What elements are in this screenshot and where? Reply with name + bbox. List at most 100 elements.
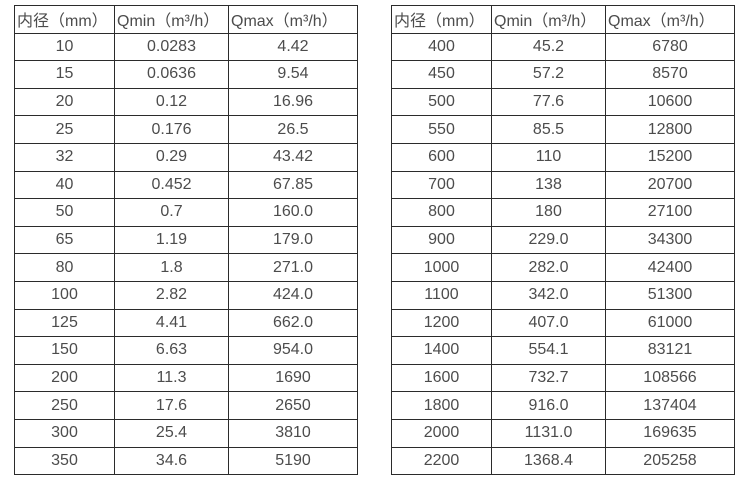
table-cell: 1.8: [114, 253, 229, 282]
table-row: 250 17.6 2650: [14, 391, 358, 420]
table-row: 1000 282.0 42400: [391, 253, 735, 282]
table-cell: 0.452: [114, 170, 229, 200]
table-row: 450 57.2 8570: [391, 60, 735, 89]
table-row: 1400 554.1 83121: [391, 336, 735, 365]
table-row: 1600 732.7 108566: [391, 363, 735, 393]
table-cell: 954.0: [228, 336, 358, 365]
table-cell: 83121: [605, 336, 735, 365]
table-cell: 15: [14, 60, 115, 89]
table-cell: 424.0: [228, 280, 358, 310]
table-cell: 350: [14, 446, 115, 476]
table-cell: 26.5: [228, 115, 358, 144]
table-cell: 1368.4: [491, 446, 606, 476]
table-cell: 150: [14, 336, 115, 365]
table-cell: 32: [14, 142, 115, 172]
table-cell: 6.63: [114, 336, 229, 365]
table-cell: 50: [14, 198, 115, 227]
table-cell: 138: [491, 170, 606, 200]
table-row: 32 0.29 43.42: [14, 142, 358, 172]
header-cell: Qmax（m³/h）: [605, 5, 735, 34]
table-cell: 169635: [605, 418, 735, 448]
table-cell: 550: [391, 115, 492, 144]
table-cell: 67.85: [228, 170, 358, 200]
table-cell: 10600: [605, 87, 735, 117]
table-cell: 1600: [391, 363, 492, 393]
table-cell: 137404: [605, 391, 735, 420]
table-row: 2000 1131.0 169635: [391, 418, 735, 448]
table-cell: 15200: [605, 142, 735, 172]
table-cell: 10: [14, 32, 115, 62]
table-row: 25 0.176 26.5: [14, 115, 358, 144]
table-cell: 2650: [228, 391, 358, 420]
table-cell: 205258: [605, 446, 735, 476]
table-cell: 271.0: [228, 253, 358, 282]
table-row: 900 229.0 34300: [391, 225, 735, 255]
table-row: 50 0.7 160.0: [14, 198, 358, 227]
table-cell: 900: [391, 225, 492, 255]
table-cell: 916.0: [491, 391, 606, 420]
table-cell: 662.0: [228, 308, 358, 338]
table-row: 550 85.5 12800: [391, 115, 735, 144]
table-cell: 110: [491, 142, 606, 172]
table-row: 80 1.8 271.0: [14, 253, 358, 282]
table-cell: 732.7: [491, 363, 606, 393]
table-cell: 0.29: [114, 142, 229, 172]
table-cell: 407.0: [491, 308, 606, 338]
table-cell: 57.2: [491, 60, 606, 89]
table-cell: 34.6: [114, 446, 229, 476]
table-row: 500 77.6 10600: [391, 87, 735, 117]
table-row: 1200 407.0 61000: [391, 308, 735, 338]
table-cell: 4.41: [114, 308, 229, 338]
table-row: 400 45.2 6780: [391, 32, 735, 62]
table-row: 150 6.63 954.0: [14, 336, 358, 365]
table-cell: 1400: [391, 336, 492, 365]
table-cell: 34300: [605, 225, 735, 255]
table-cell: 1100: [391, 280, 492, 310]
table-cell: 2000: [391, 418, 492, 448]
table-row: 20 0.12 16.96: [14, 87, 358, 117]
table-row: 300 25.4 3810: [14, 418, 358, 448]
table-row: 200 11.3 1690: [14, 363, 358, 393]
table-cell: 0.7: [114, 198, 229, 227]
table-cell: 1800: [391, 391, 492, 420]
header-cell: Qmax（m³/h）: [228, 5, 358, 34]
table-cell: 200: [14, 363, 115, 393]
tables-container: 内径（mm） Qmin（m³/h） Qmax（m³/h） 10 0.0283 4.42 15…: [14, 5, 750, 476]
header-cell: Qmin（m³/h）: [491, 5, 606, 34]
table-cell: 450: [391, 60, 492, 89]
table-cell: 5190: [228, 446, 358, 476]
table-cell: 9.54: [228, 60, 358, 89]
table-cell: 6780: [605, 32, 735, 62]
table-cell: 342.0: [491, 280, 606, 310]
table-row: 1100 342.0 51300: [391, 280, 735, 310]
header-cell: Qmin（m³/h）: [114, 5, 229, 34]
table-row: 600 110 15200: [391, 142, 735, 172]
table-cell: 700: [391, 170, 492, 200]
table-cell: 108566: [605, 363, 735, 393]
table-cell: 25: [14, 115, 115, 144]
table-cell: 500: [391, 87, 492, 117]
table-cell: 77.6: [491, 87, 606, 117]
flow-range-table-large-diameters: 内径（mm） Qmin（m³/h） Qmax（m³/h） 400 45.2 6780 450…: [391, 5, 735, 476]
table-cell: 2.82: [114, 280, 229, 310]
header-row: 内径（mm） Qmin（m³/h） Qmax（m³/h）: [391, 5, 735, 34]
table-row: 350 34.6 5190: [14, 446, 358, 476]
table-row: 100 2.82 424.0: [14, 280, 358, 310]
table-row: 2200 1368.4 205258: [391, 446, 735, 476]
table-cell: 27100: [605, 198, 735, 227]
table-cell: 25.4: [114, 418, 229, 448]
header-cell: 内径（mm）: [14, 5, 115, 34]
table-cell: 45.2: [491, 32, 606, 62]
table-cell: 11.3: [114, 363, 229, 393]
table-row: 700 138 20700: [391, 170, 735, 200]
table-cell: 3810: [228, 418, 358, 448]
table-cell: 42400: [605, 253, 735, 282]
table-cell: 179.0: [228, 225, 358, 255]
table-cell: 250: [14, 391, 115, 420]
table-cell: 554.1: [491, 336, 606, 365]
table-cell: 180: [491, 198, 606, 227]
table-row: 40 0.452 67.85: [14, 170, 358, 200]
table-cell: 1690: [228, 363, 358, 393]
table-cell: 160.0: [228, 198, 358, 227]
